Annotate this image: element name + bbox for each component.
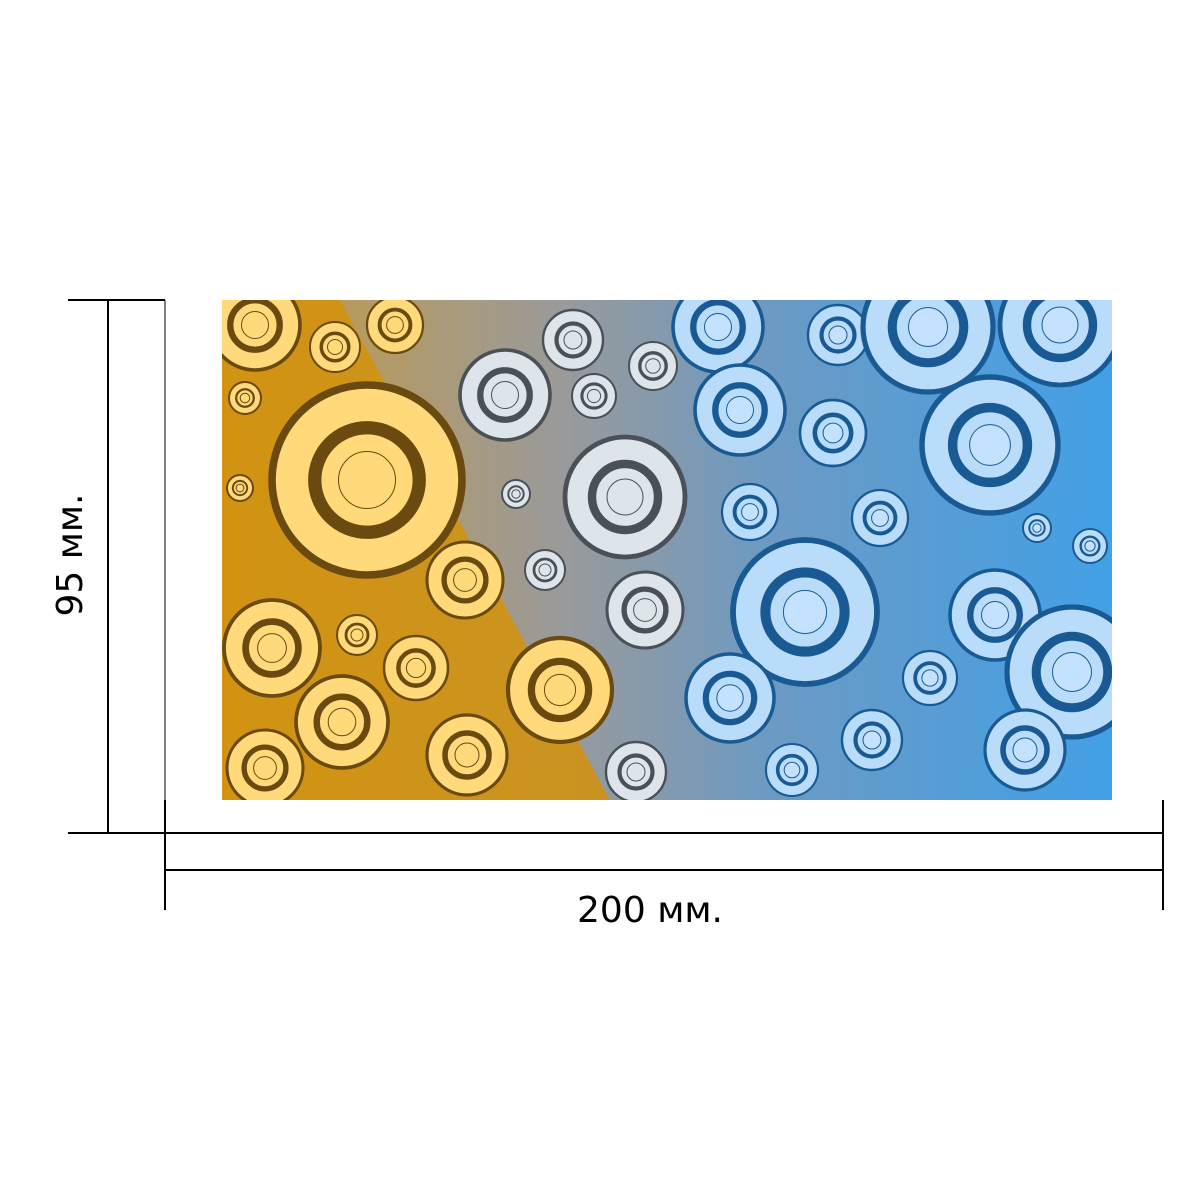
height-label: 95 мм. bbox=[50, 493, 91, 616]
ring bbox=[454, 742, 480, 768]
ring bbox=[871, 509, 889, 527]
ring bbox=[563, 330, 583, 350]
ring bbox=[453, 568, 477, 592]
ring bbox=[626, 762, 646, 782]
ring bbox=[241, 311, 269, 339]
ring bbox=[862, 730, 882, 750]
ring bbox=[257, 633, 287, 663]
ring bbox=[704, 313, 732, 341]
width-label: 200 мм. bbox=[577, 890, 723, 931]
ring bbox=[543, 673, 577, 707]
ring bbox=[969, 424, 1011, 466]
ring bbox=[1041, 306, 1079, 344]
ring bbox=[908, 307, 948, 347]
ring bbox=[726, 396, 754, 424]
ring bbox=[782, 589, 828, 635]
ring bbox=[921, 669, 939, 687]
ring bbox=[511, 489, 521, 499]
ring bbox=[327, 339, 343, 355]
ring bbox=[491, 381, 519, 409]
ring bbox=[253, 756, 277, 780]
print-image bbox=[222, 300, 1112, 800]
ring bbox=[538, 563, 552, 577]
ring bbox=[1052, 652, 1092, 692]
ring bbox=[338, 451, 396, 509]
ring bbox=[1084, 540, 1096, 552]
ring bbox=[1012, 737, 1038, 763]
ring bbox=[633, 598, 657, 622]
ring bbox=[386, 316, 404, 334]
ring bbox=[350, 628, 364, 642]
ring bbox=[645, 358, 661, 374]
ring bbox=[606, 478, 644, 516]
ring bbox=[981, 601, 1009, 629]
ring bbox=[783, 761, 801, 779]
ring bbox=[327, 707, 357, 737]
ring bbox=[586, 388, 602, 404]
ring bbox=[828, 325, 848, 345]
ring bbox=[822, 422, 844, 444]
ring bbox=[235, 483, 245, 493]
ring bbox=[239, 392, 251, 404]
ring bbox=[405, 657, 427, 679]
ring bbox=[1032, 523, 1042, 533]
ring bbox=[741, 503, 759, 521]
ring bbox=[716, 684, 744, 712]
